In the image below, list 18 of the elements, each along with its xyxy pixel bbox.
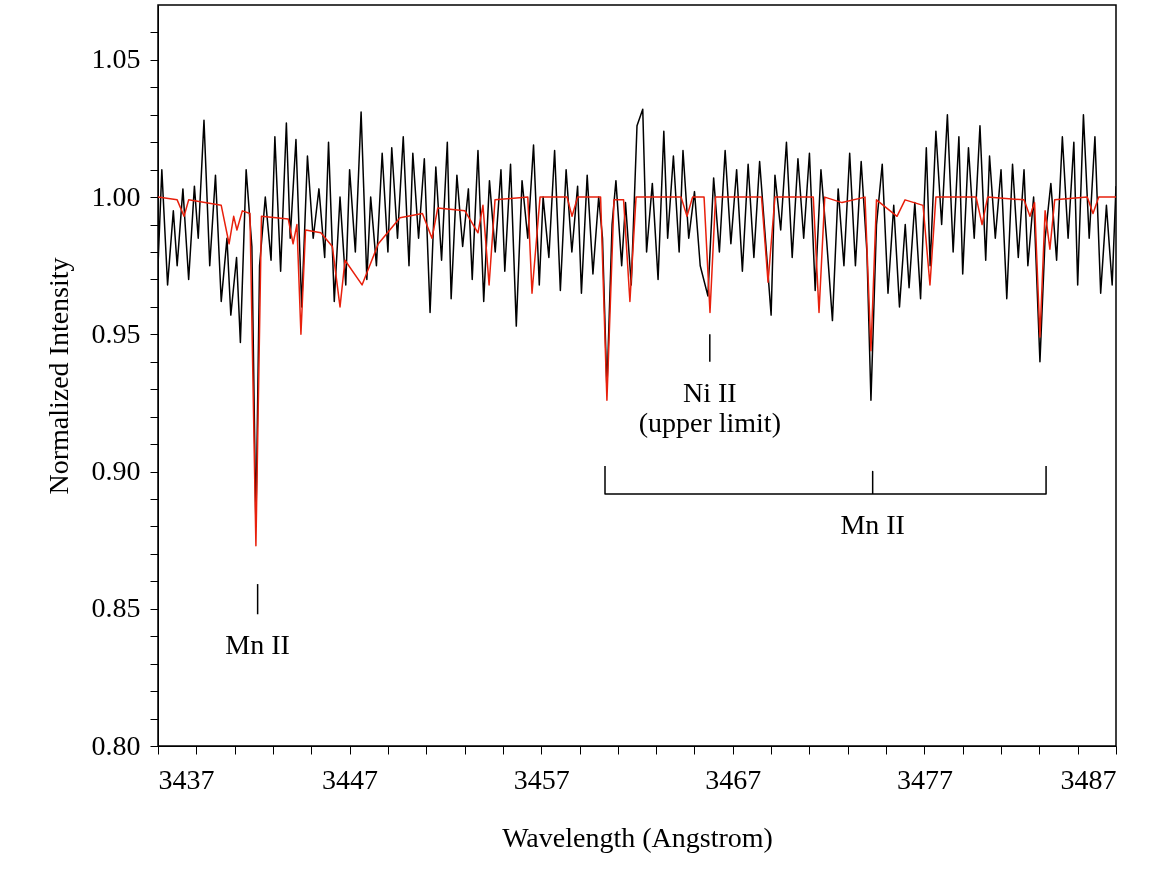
y-tick-label: 1.00 — [91, 180, 141, 212]
x-tick-label: 3487 — [1060, 763, 1117, 795]
x-tick-label: 3457 — [513, 763, 570, 795]
x-tick-label: 3477 — [896, 763, 953, 795]
x-axis-title: Wavelength (Angstrom) — [502, 821, 773, 853]
x-tick-label: 3447 — [322, 763, 379, 795]
annotation: Ni II (upper limit) — [638, 376, 781, 438]
y-axis-title: Normalized Intensity — [42, 257, 74, 495]
y-tick-label: 0.95 — [91, 317, 141, 349]
x-tick-label: 3467 — [705, 763, 762, 795]
y-tick-label: 1.05 — [91, 43, 141, 75]
y-tick-label: 0.80 — [91, 729, 141, 761]
annotation: Mn II — [225, 629, 290, 661]
line-series — [158, 196, 1116, 547]
y-tick-label: 0.85 — [91, 592, 141, 624]
y-tick-label: 0.90 — [91, 455, 141, 487]
x-tick-label: 3437 — [158, 763, 215, 795]
annotation: Mn II — [840, 509, 905, 541]
